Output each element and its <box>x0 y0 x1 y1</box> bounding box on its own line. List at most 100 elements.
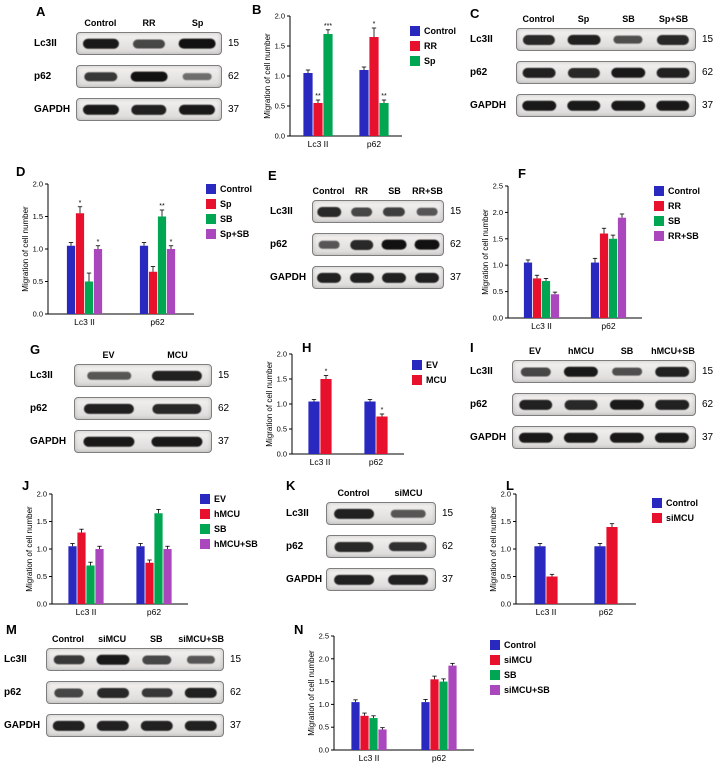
y-tick-label: 0.5 <box>319 723 329 732</box>
blot-row-gapdh: GAPDH 37 <box>470 426 722 449</box>
protein-band <box>564 432 599 443</box>
bar-control-p62 <box>421 702 430 750</box>
bar-sb-p62 <box>608 238 618 318</box>
blot-strip-lc3ii <box>312 200 444 223</box>
protein-band <box>184 720 218 731</box>
molecular-weight-label: 62 <box>442 541 454 552</box>
lane-label-sb: SB <box>149 634 163 644</box>
legend-label: hMCU+SB <box>214 539 258 549</box>
legend-label: hMCU <box>214 509 240 519</box>
legend-label: RR <box>424 41 437 51</box>
bar-sb-lc3-ii <box>84 281 94 314</box>
y-tick-label: 2.0 <box>319 654 329 663</box>
legend-label: Sp <box>424 56 436 66</box>
blot-row-p62: p62 62 <box>470 393 722 416</box>
blot-row-gapdh: GAPDH 37 <box>286 568 462 591</box>
molecular-weight-label: 15 <box>228 38 240 49</box>
protein-label-lc3ii: Lc3II <box>286 508 309 519</box>
molecular-weight-label: 37 <box>702 100 714 111</box>
protein-band <box>564 366 599 377</box>
blot-strip-lc3ii <box>516 28 696 51</box>
lane-labels: Control RR SB RR+SB <box>312 186 444 196</box>
legend-item-control: Control <box>410 26 456 36</box>
chart-legend-L: Control siMCU <box>652 498 698 523</box>
molecular-weight-label: 62 <box>450 239 462 250</box>
legend-swatch <box>206 229 216 239</box>
legend-swatch <box>654 201 664 211</box>
legend-label: siMCU+SB <box>504 685 550 695</box>
blot-strip-lc3ii <box>512 360 696 383</box>
legend-item-rr: RR <box>410 41 456 51</box>
legend-swatch <box>206 184 216 194</box>
x-category-label: Lc3 II <box>310 457 331 467</box>
bar-sb-lc3-ii <box>86 565 95 604</box>
blot-strip-p62 <box>74 397 212 420</box>
bar-sb-p62 <box>157 216 167 314</box>
legend-swatch <box>412 375 422 385</box>
bar-sb-p62 <box>439 681 448 750</box>
protein-band <box>87 371 131 380</box>
protein-band <box>655 366 690 377</box>
x-category-label: p62 <box>369 457 383 467</box>
blot-row-p62: p62 62 <box>30 397 238 420</box>
x-category-label: Lc3 II <box>359 753 380 763</box>
bar-sp-p62 <box>148 271 158 314</box>
panel-letter-J: J <box>22 478 30 493</box>
bar-hmcu-sb-p62 <box>163 549 172 604</box>
panel-letter-H: H <box>302 340 312 355</box>
legend-label: Control <box>424 26 456 36</box>
bar-ev-p62 <box>364 401 376 454</box>
y-tick-label: 2.0 <box>277 350 287 359</box>
protein-band <box>656 67 690 78</box>
legend-swatch <box>490 655 500 665</box>
molecular-weight-label: 37 <box>450 272 462 283</box>
bar-control-lc3-ii <box>66 245 76 314</box>
bar-mcu-p62 <box>376 416 388 454</box>
legend-item-hmcu-sb: hMCU+SB <box>200 539 258 549</box>
blot-row-gapdh: GAPDH 37 <box>4 714 250 737</box>
protein-band <box>54 688 84 697</box>
protein-label-p62: p62 <box>286 541 304 552</box>
molecular-weight-label: 62 <box>702 67 714 78</box>
protein-band <box>84 71 118 82</box>
blot-row-p62: p62 62 <box>34 65 248 88</box>
y-tick-label: 0.5 <box>33 277 43 286</box>
legend-label: SB <box>214 524 227 534</box>
x-category-label: p62 <box>147 607 161 617</box>
bar-rr-lc3-ii <box>532 278 542 318</box>
protein-label-p62: p62 <box>270 239 288 250</box>
legend-item-sb: SB <box>206 214 252 224</box>
protein-band <box>390 509 426 518</box>
molecular-weight-label: 37 <box>702 432 714 443</box>
western-blot-E: Control RR SB RR+SB Lc3II 15 p62 62 GAPDH 37 <box>270 186 470 299</box>
panel-K: K Control siMCU Lc3II 15 p62 62 GAPDH 37 <box>278 476 466 608</box>
bar-chart-D: 0.0 0.5 1.0 1.5 2.0 Migration of cell number L… <box>21 180 194 327</box>
legend-label: SB <box>504 670 517 680</box>
protein-band <box>567 67 600 78</box>
x-category-label: Lc3 II <box>76 607 97 617</box>
panel-D: D 0.0 0.5 1.0 1.5 2.0 Migration of cell number… <box>8 160 266 336</box>
protein-band <box>142 655 172 664</box>
protein-band <box>611 367 642 376</box>
panel-H: H 0.0 0.5 1.0 1.5 2.0 Migration of cell number… <box>250 338 464 472</box>
y-tick-label: 0.5 <box>501 572 511 581</box>
western-blot-K: Control siMCU Lc3II 15 p62 62 GAPDH 37 <box>286 488 462 601</box>
protein-band <box>383 206 406 217</box>
protein-band <box>140 720 174 731</box>
legend-item-simcu: siMCU <box>490 655 550 665</box>
protein-label-gapdh: GAPDH <box>34 104 71 115</box>
bar-chart-B: 0.0 0.5 1.0 1.5 2.0 Migration of cell number L… <box>263 12 402 149</box>
chart-legend-N: Control siMCU SB siMCU+SB <box>490 640 550 695</box>
panel-I: I EV hMCU SB hMCU+SB Lc3II 15 p62 62 GAPDH 37 <box>462 338 726 470</box>
legend-swatch <box>490 670 500 680</box>
bar-control-lc3-ii <box>303 73 313 136</box>
protein-band <box>317 272 342 283</box>
x-category-label: Lc3 II <box>308 139 329 149</box>
y-tick-label: 2.0 <box>37 490 47 499</box>
legend-item-sb: SB <box>200 524 258 534</box>
legend-item-sb: SB <box>654 216 700 226</box>
protein-band <box>318 240 340 249</box>
legend-label: Control <box>220 184 252 194</box>
legend-label: Control <box>666 498 698 508</box>
